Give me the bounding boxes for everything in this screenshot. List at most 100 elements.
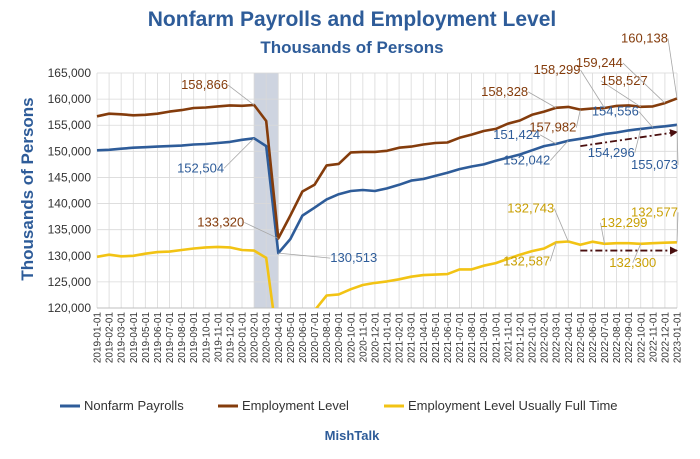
trend-arrow-0	[580, 129, 678, 148]
y-tick-label: 125,000	[48, 275, 92, 289]
data-label: 132,577	[631, 204, 678, 219]
data-label: 130,513	[330, 250, 377, 265]
x-tick-label: 2022-08-01	[612, 312, 623, 364]
data-label-leader	[575, 109, 581, 128]
x-tick-label: 2022-09-01	[624, 312, 635, 364]
x-tick-label: 2022-12-01	[660, 312, 671, 364]
data-label-leader	[622, 62, 666, 104]
series-line-2	[96, 240, 678, 308]
data-label-leader	[549, 242, 557, 262]
x-tick-label: 2021-03-01	[407, 312, 418, 364]
x-tick-label: 2020-04-01	[274, 312, 285, 364]
data-label-leader	[632, 243, 642, 263]
x-tick-label: 2021-08-01	[467, 312, 478, 364]
x-tick-label: 2022-11-01	[648, 312, 659, 363]
y-axis-title: Thousands of Persons	[18, 97, 37, 280]
x-tick-label: 2019-05-01	[141, 312, 152, 364]
x-tick-label: 2021-11-01	[503, 312, 514, 363]
data-label: 157,982	[529, 120, 576, 135]
x-tick-label: 2022-02-01	[540, 312, 551, 364]
data-label-leader	[667, 38, 678, 99]
x-tick-label: 2021-10-01	[491, 312, 502, 364]
x-tick-label: 2020-12-01	[370, 312, 381, 364]
x-tick-label: 2019-04-01	[129, 312, 140, 364]
y-tick-label: 165,000	[48, 66, 92, 80]
data-label-leader	[549, 140, 569, 161]
x-tick-label: 2019-08-01	[177, 312, 188, 364]
x-tick-label: 2021-02-01	[395, 312, 406, 364]
x-tick-label: 2020-05-01	[286, 312, 297, 364]
x-tick-label: 2020-11-01	[358, 312, 369, 363]
y-tick-label: 160,000	[48, 92, 92, 106]
x-tick-label: 2022-04-01	[564, 312, 575, 364]
data-label: 160,138	[621, 30, 668, 45]
x-tick-label: 2019-09-01	[189, 312, 200, 364]
series-line-1	[96, 97, 678, 240]
chart-subtitle: Thousands of Persons	[260, 38, 443, 57]
x-tick-label: 2021-06-01	[443, 312, 454, 364]
legend-label-1: Employment Level	[242, 398, 349, 413]
x-tick-label: 2021-07-01	[455, 312, 466, 364]
x-tick-label: 2019-07-01	[165, 312, 176, 364]
x-tick-label: 2021-01-01	[383, 312, 394, 364]
data-label: 158,527	[601, 73, 648, 88]
chart-title: Nonfarm Payrolls and Employment Level	[148, 8, 556, 31]
x-tick-label: 2019-11-01	[213, 312, 224, 363]
x-tick-label: 2020-06-01	[298, 312, 309, 364]
x-tick-label: 2021-05-01	[431, 312, 442, 364]
x-tick-label: 2020-02-01	[250, 312, 261, 364]
y-tick-label: 120,000	[48, 301, 92, 315]
x-tick-label: 2019-02-01	[105, 312, 116, 364]
x-tick-label: 2022-10-01	[636, 312, 647, 364]
data-label-leader	[227, 84, 255, 106]
x-tick-label: 2019-10-01	[201, 312, 212, 364]
y-tick-label: 155,000	[48, 118, 92, 132]
data-label: 159,244	[576, 55, 623, 70]
data-label: 132,743	[507, 200, 554, 215]
y-tick-label: 140,000	[48, 197, 92, 211]
data-label: 158,866	[181, 77, 228, 92]
x-tick-label: 2022-06-01	[588, 312, 599, 364]
data-label-leader	[527, 91, 557, 109]
y-tick-label: 150,000	[48, 144, 92, 158]
x-tick-label: 2020-07-01	[310, 312, 321, 364]
x-tick-label: 2020-09-01	[334, 312, 345, 364]
data-label-leader	[600, 80, 641, 108]
plot-area: 120,000 125,000 130,000 135,000 140,000 145,0…	[48, 30, 684, 413]
x-tick-label: 2022-05-01	[576, 312, 587, 364]
x-tick-label: 2022-03-01	[552, 312, 563, 364]
x-tick-label: 2021-12-01	[515, 312, 526, 364]
data-label-leader	[553, 208, 569, 242]
x-tick-label: 2021-09-01	[479, 312, 490, 364]
data-label: 132,587	[503, 253, 550, 268]
x-tick-label: 2022-07-01	[600, 312, 611, 364]
data-label-leader	[244, 222, 279, 239]
data-label: 132,300	[609, 255, 656, 270]
y-tick-label: 135,000	[48, 223, 92, 237]
x-tick-label: 2020-10-01	[346, 312, 357, 364]
data-label: 158,299	[534, 62, 581, 77]
data-label: 152,042	[503, 153, 550, 168]
legend-label-0: Nonfarm Payrolls	[84, 398, 184, 413]
data-label-leader	[223, 137, 255, 169]
data-label-leader	[638, 111, 654, 128]
x-tick-label: 2020-03-01	[262, 312, 273, 364]
data-label: 154,556	[592, 104, 639, 119]
x-tick-label: 2019-01-01	[93, 312, 104, 364]
x-tick-label: 2020-08-01	[322, 312, 333, 364]
x-tick-label: 2022-01-01	[528, 312, 539, 364]
data-label-leader	[539, 134, 557, 145]
data-label-leader	[278, 252, 331, 259]
data-label-leader	[634, 128, 642, 153]
data-label: 132,299	[601, 215, 648, 230]
x-tick-label: 2019-06-01	[153, 312, 164, 364]
y-tick-label: 145,000	[48, 170, 92, 184]
x-tick-label: 2019-12-01	[225, 312, 236, 364]
data-label: 158,328	[481, 84, 528, 99]
x-tick-label: 2019-03-01	[117, 312, 128, 364]
data-label-leader	[676, 124, 679, 165]
data-label-leader	[600, 222, 605, 244]
data-label: 151,424	[493, 127, 540, 142]
data-label: 152,504	[177, 160, 224, 175]
